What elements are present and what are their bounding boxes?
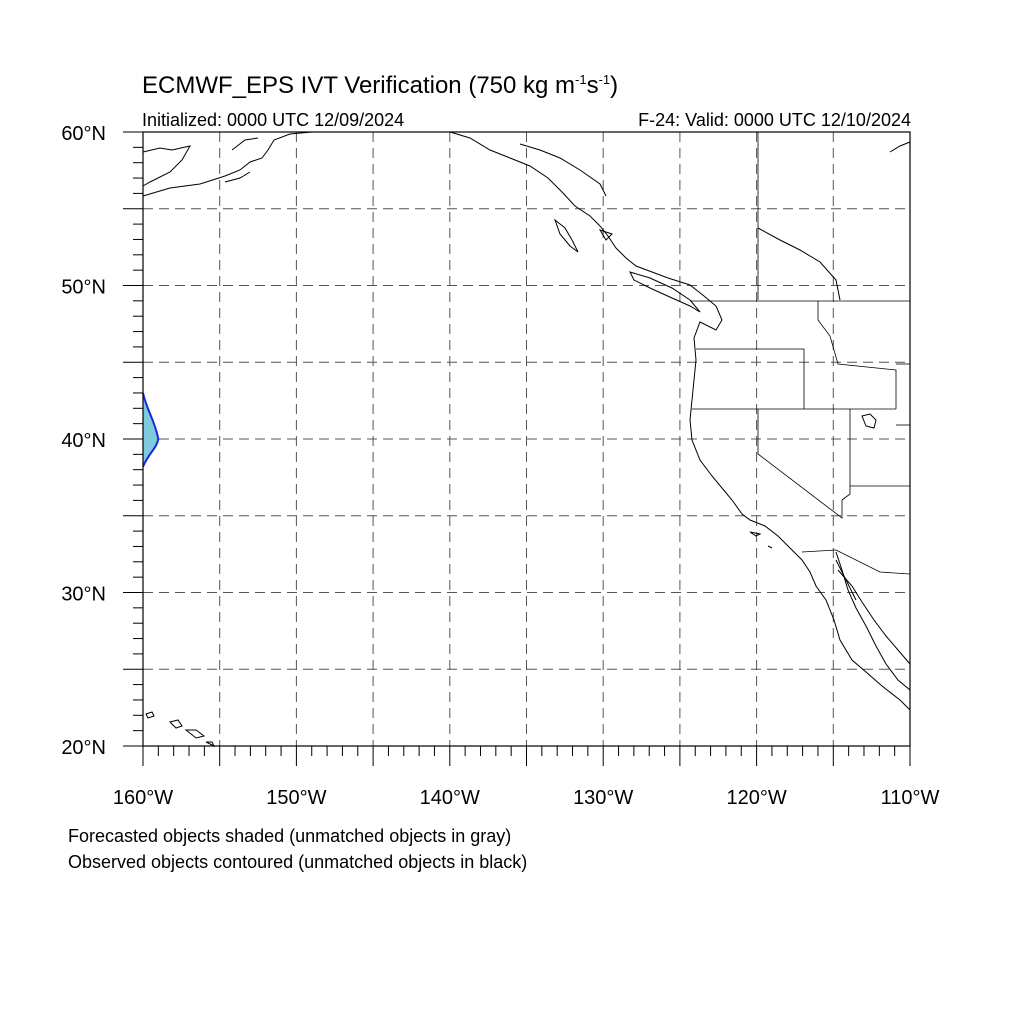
observed-object-contour [142, 392, 160, 468]
map-frame [142, 131, 911, 747]
forecast-object-shaded [143, 392, 159, 467]
state-borders [690, 132, 911, 575]
lon-label: 110°W [881, 787, 940, 809]
lon-label: 120°W [726, 787, 786, 809]
initialized-label: Initialized: 0000 UTC 12/09/2024 [142, 110, 405, 130]
lat-label: 60°N [61, 123, 106, 145]
lat-label: 30°N [61, 584, 106, 606]
axis-ticks [123, 131, 911, 766]
grid-lines [143, 132, 910, 746]
lon-label: 150°W [266, 787, 326, 809]
lon-label: 160°W [113, 787, 173, 809]
chart-title: ECMWF_EPS IVT Verification (750 kg m-1s-… [142, 72, 619, 99]
lon-label: 140°W [420, 787, 480, 809]
legend-forecast-note: Forecasted objects shaded (unmatched obj… [68, 826, 512, 846]
lat-label: 50°N [61, 277, 106, 299]
legend-observed-note: Observed objects contoured (unmatched ob… [68, 852, 528, 872]
coastlines [142, 131, 911, 748]
lat-label: 40°N [61, 430, 106, 452]
lon-label: 130°W [573, 787, 633, 809]
lat-label: 20°N [61, 737, 106, 759]
valid-time-label: F-24: Valid: 0000 UTC 12/10/2024 [638, 110, 911, 130]
